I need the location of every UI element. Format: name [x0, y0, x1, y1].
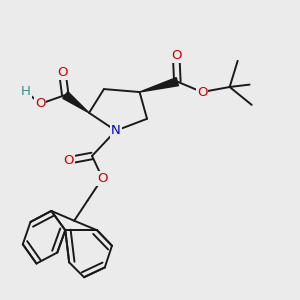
Text: N: N [111, 124, 121, 137]
Text: O: O [63, 154, 74, 167]
Text: O: O [171, 49, 181, 62]
Text: O: O [35, 98, 45, 110]
Polygon shape [63, 92, 89, 113]
Text: O: O [57, 66, 68, 79]
Text: H: H [21, 85, 31, 98]
Text: O: O [97, 172, 108, 185]
Polygon shape [140, 78, 178, 92]
Text: O: O [197, 85, 207, 98]
